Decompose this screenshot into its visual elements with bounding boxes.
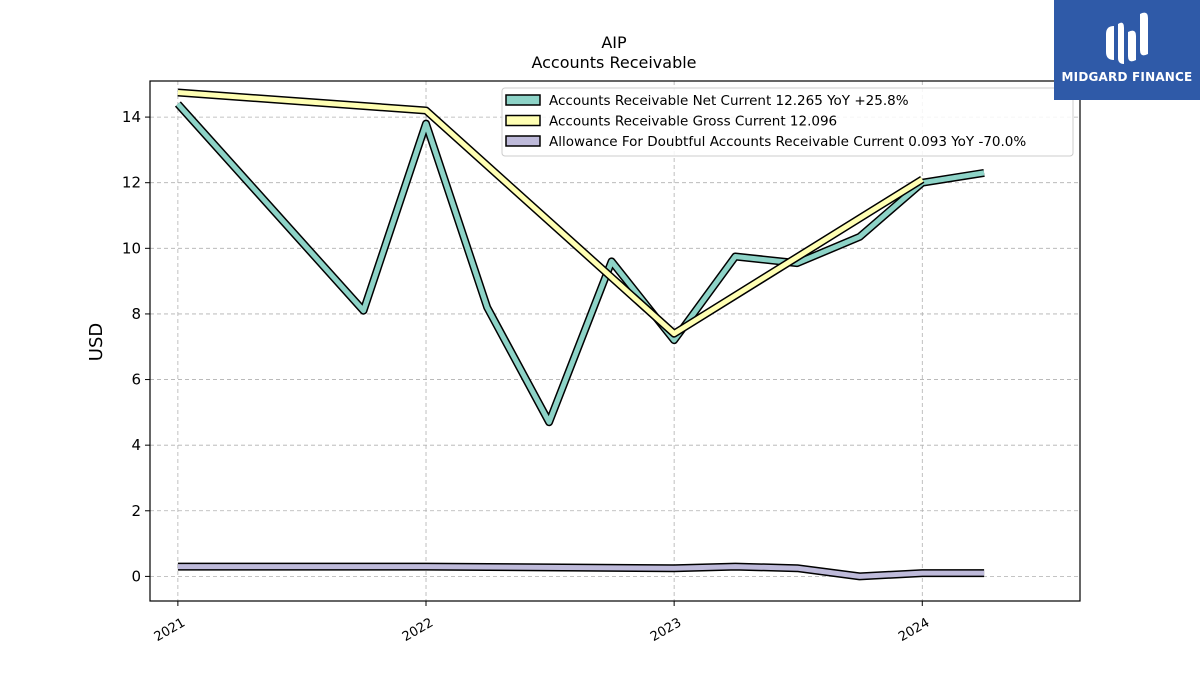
logo-mark-icon <box>1106 12 1148 64</box>
legend-label-1: Accounts Receivable Net Current 12.265 Y… <box>549 93 909 109</box>
x-tick-label: 2022 <box>400 615 436 645</box>
y-tick-label: 6 <box>131 371 141 389</box>
y-axis-label: USD <box>86 323 107 361</box>
x-tick-label: 2023 <box>648 615 684 645</box>
logo-text: MIDGARD FINANCE <box>1061 70 1193 84</box>
y-tick-label: 0 <box>131 567 141 585</box>
y-tick-label: 10 <box>122 239 141 257</box>
brand-logo: MIDGARD FINANCE <box>1054 0 1200 100</box>
legend-label-3: Allowance For Doubtful Accounts Receivab… <box>549 134 1026 150</box>
legend-swatch-1 <box>505 94 541 106</box>
y-tick-label: 14 <box>122 108 141 126</box>
x-axis-ticks: 2021 2022 2023 2024 <box>152 601 932 645</box>
plot-area <box>174 88 985 581</box>
chart-subtitle: Accounts Receivable <box>531 53 696 72</box>
y-tick-label: 4 <box>131 436 141 454</box>
series-3-line <box>177 564 985 579</box>
y-axis-ticks: 0 2 4 6 8 10 12 14 <box>122 108 150 585</box>
legend: Accounts Receivable Net Current 12.265 Y… <box>501 87 1074 157</box>
x-tick-label: 2021 <box>152 615 188 645</box>
x-tick-label: 2024 <box>896 615 932 645</box>
legend-label-2: Accounts Receivable Gross Current 12.096 <box>549 114 837 130</box>
grid-lines <box>150 81 1080 601</box>
series-2-line <box>177 90 924 337</box>
plot-frame <box>149 80 1081 602</box>
legend-swatch-3 <box>505 135 541 147</box>
y-tick-label: 12 <box>122 174 141 192</box>
legend-box <box>501 87 1074 157</box>
legend-swatch-2 <box>505 114 541 127</box>
y-tick-label: 2 <box>131 502 141 520</box>
y-tick-label: 8 <box>131 305 141 323</box>
chart-title: AIP <box>601 33 627 52</box>
